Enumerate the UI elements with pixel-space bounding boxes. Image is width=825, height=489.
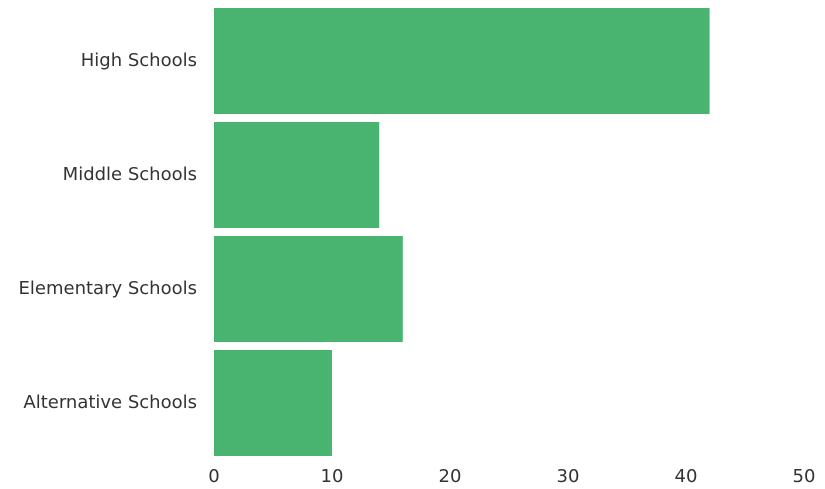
x-tick-label: 30 xyxy=(557,466,580,487)
bar-middle-schools xyxy=(214,122,380,228)
x-tick-label: 50 xyxy=(793,466,816,487)
bar-elementary-schools xyxy=(214,236,403,342)
category-labels: High Schools Middle Schools Elementary Sch… xyxy=(19,50,197,413)
category-label: Middle Schools xyxy=(63,164,197,185)
x-tick-label: 20 xyxy=(439,466,462,487)
bar-high-schools xyxy=(214,8,710,114)
category-label: Elementary Schools xyxy=(19,278,197,299)
x-axis-tick-labels: 0 10 20 30 40 50 xyxy=(208,466,815,487)
x-tick-label: 40 xyxy=(675,466,698,487)
bar-alternative-schools xyxy=(214,350,332,456)
x-tick-label: 0 xyxy=(208,466,219,487)
bars-group xyxy=(214,8,710,456)
category-label: Alternative Schools xyxy=(23,392,197,413)
category-label: High Schools xyxy=(81,50,197,71)
x-tick-label: 10 xyxy=(321,466,344,487)
